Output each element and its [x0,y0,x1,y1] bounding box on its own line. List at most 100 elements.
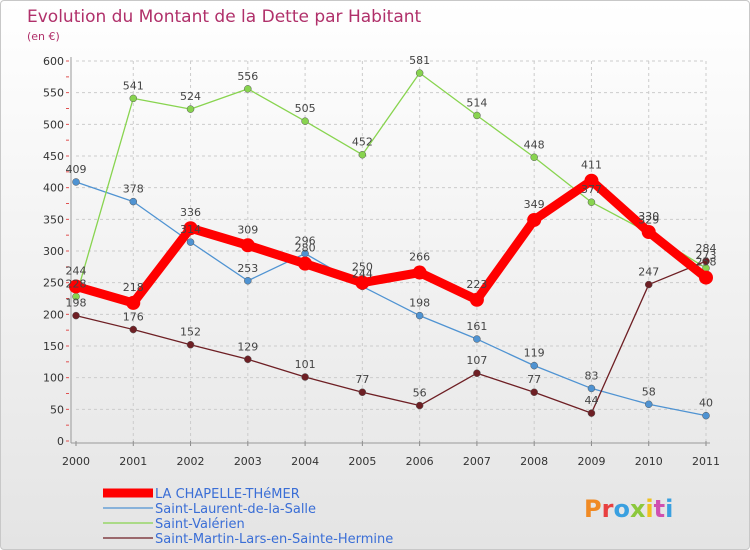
legend: LA CHAPELLE-THéMERSaint-Laurent-de-la-Sa… [103,487,393,547]
x-tick-label: 2002 [177,455,205,468]
data-label: 83 [584,369,598,382]
y-axis-ticks: 0 50 100 150 200 250 300 350 400 450 500 550 600 [43,55,64,448]
data-point [644,400,653,409]
data-label: 409 [66,163,87,176]
data-label: 377 [581,183,602,196]
data-point [186,238,195,246]
data-label: 258 [696,256,717,269]
x-tick-label: 2011 [692,455,720,468]
data-point [530,153,538,162]
data-point [473,111,481,120]
logo-letter: x [630,495,646,523]
y-tick-label: 500 [43,118,64,131]
logo-letter: r [602,495,614,523]
data-label: 314 [180,223,201,236]
data-label: 247 [638,266,659,279]
series-line [75,260,707,414]
x-tick-label: 2006 [406,455,434,468]
x-tick-label: 2001 [119,455,147,468]
data-point [240,238,255,253]
data-label: 44 [584,394,598,407]
data-point [129,197,138,206]
data-label: 514 [466,96,487,109]
logo-letter: P [584,495,602,523]
logo-letter: i [665,495,673,523]
data-label: 198 [66,297,87,310]
data-point [355,275,370,290]
data-label: 329 [638,214,659,227]
series-line [74,176,709,308]
y-tick-label: 0 [57,435,64,448]
x-tick-label: 2007 [463,455,491,468]
series-line [75,181,707,417]
data-label: 541 [123,79,144,92]
data-point [69,279,83,294]
data-label: 448 [524,138,545,151]
data-label: 107 [466,354,487,367]
y-tick-label: 450 [43,150,64,163]
y-tick-label: 150 [43,340,64,353]
y-tick-label: 200 [43,308,64,321]
data-point [415,311,424,320]
data-point [473,369,481,377]
y-tick-label: 300 [43,245,64,258]
data-label: 266 [409,251,430,264]
data-point [415,401,424,410]
data-label: 273 [696,249,717,262]
data-label: 244 [66,264,87,277]
grid [76,60,707,441]
x-tick-label: 2000 [62,455,90,468]
data-point [530,361,538,370]
chart-unit: (en €) [27,30,60,43]
data-label: 77 [527,373,541,386]
data-label: 218 [123,281,144,294]
x-tick-label: 2005 [348,455,376,468]
data-point [587,384,596,393]
data-label: 284 [696,242,717,255]
x-tick-label: 2008 [520,455,548,468]
data-point [244,85,252,93]
data-point [358,388,367,396]
data-point [244,355,252,364]
y-tick-label: 400 [43,182,64,195]
data-point [186,105,195,113]
data-label: 244 [352,267,373,280]
data-point [527,212,542,227]
axes [66,57,710,446]
data-label: 336 [180,206,201,219]
data-label: 524 [180,90,201,103]
y-tick-label: 250 [43,277,64,290]
data-point [415,69,424,77]
legend-label: Saint-Laurent-de-la-Salle [155,502,316,517]
x-tick-label: 2009 [577,455,605,468]
data-label: 77 [355,373,369,386]
logo-letter: i [645,495,653,523]
data-point [473,335,481,343]
data-point [587,409,596,417]
data-label: 253 [237,262,258,275]
data-point [530,388,538,396]
data-label: 223 [466,278,487,291]
data-point [584,173,599,188]
data-label: 452 [352,136,373,149]
series-lines [69,69,713,420]
data-label: 176 [123,311,144,324]
data-point [301,117,309,125]
data-label: 349 [524,198,545,211]
y-tick-label: 350 [43,213,64,226]
data-labels: 409 378 314 253 296 244 198 161 119 83 58 40 228 541 5… [66,54,717,410]
data-point [412,265,427,280]
data-label: 556 [237,70,258,83]
data-label: 161 [466,320,487,333]
data-label: 250 [352,261,373,274]
data-point [641,225,656,239]
x-tick-label: 2004 [291,455,319,468]
data-label: 280 [295,242,316,255]
data-label: 378 [123,183,144,196]
data-point [358,150,367,159]
data-point [587,198,596,206]
data-label: 101 [295,358,316,371]
data-label: 296 [295,235,316,248]
